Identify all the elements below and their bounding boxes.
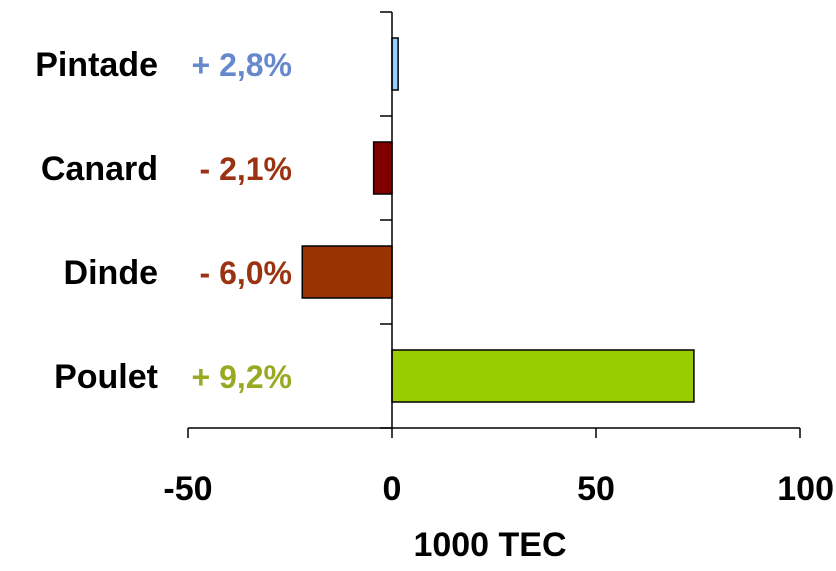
x-tick-label: 100 bbox=[777, 470, 834, 508]
category-label-poulet: Poulet bbox=[54, 358, 158, 396]
bar-dinde bbox=[301, 245, 393, 299]
bar-poulet bbox=[391, 349, 695, 403]
x-axis: -50 0 50 100 bbox=[163, 427, 834, 508]
x-tick-label: 0 bbox=[383, 470, 402, 508]
percent-label-poulet: + 9,2% bbox=[191, 359, 292, 395]
bar-pintade bbox=[391, 37, 399, 91]
category-labels: Pintade Canard Dinde Poulet bbox=[35, 46, 158, 396]
x-tick-label: 50 bbox=[577, 470, 615, 508]
y-axis bbox=[380, 11, 393, 429]
bar-canard bbox=[372, 141, 393, 195]
percent-label-dinde: - 6,0% bbox=[200, 255, 292, 291]
percent-label-pintade: + 2,8% bbox=[191, 47, 292, 83]
x-tick-label: -50 bbox=[163, 470, 212, 508]
bars bbox=[301, 37, 695, 403]
category-label-pintade: Pintade bbox=[35, 46, 158, 84]
x-axis-title: 1000 TEC bbox=[413, 526, 566, 564]
category-label-canard: Canard bbox=[41, 150, 158, 188]
percent-labels: + 2,8% - 2,1% - 6,0% + 9,2% bbox=[191, 47, 292, 395]
category-label-dinde: Dinde bbox=[64, 254, 158, 292]
percent-label-canard: - 2,1% bbox=[200, 151, 292, 187]
